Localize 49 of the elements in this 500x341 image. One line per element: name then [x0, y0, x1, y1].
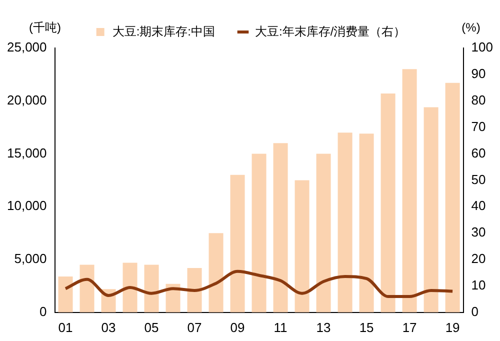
y2-tick-label: 70 [471, 118, 486, 134]
y-tick-label: 15,000 [6, 145, 47, 160]
legend-label: 大豆:年末库存/消费量（右） [255, 24, 406, 38]
bar [380, 93, 396, 312]
bar [402, 69, 417, 312]
bar [187, 268, 202, 312]
bar [338, 132, 352, 312]
bar [445, 82, 460, 312]
bar [230, 174, 245, 312]
y2-tick-label: 90 [471, 66, 486, 82]
y2-tick-label: 50 [471, 172, 486, 187]
y2-tick-label: 80 [471, 92, 486, 108]
x-tick-label: 13 [316, 320, 331, 335]
legend-label: 大豆:期末库存:中国 [112, 24, 216, 38]
y-tick-label: 10,000 [6, 198, 47, 214]
y2-tick-label: 40 [471, 198, 486, 214]
x-tick-label: 03 [101, 320, 116, 335]
x-tick-label: 09 [230, 320, 245, 335]
bar [80, 264, 94, 312]
bar [252, 154, 266, 312]
bar [359, 134, 374, 312]
line-series [64, 270, 454, 298]
x-tick-label: 01 [58, 320, 73, 335]
y2-tick-label: 30 [471, 224, 486, 240]
y2-axis-title: (%) [462, 20, 480, 34]
y2-tick-label: 60 [471, 145, 486, 160]
x-tick-label: 07 [187, 320, 202, 335]
x-tick-label: 17 [402, 320, 417, 335]
x-tick-label: 19 [445, 320, 460, 335]
bar [122, 262, 138, 312]
bar [273, 143, 288, 312]
y2-tick-label: 100 [471, 40, 494, 55]
bar [294, 180, 310, 312]
bar [208, 233, 224, 312]
y-tick-label: 25,000 [6, 40, 47, 55]
y2-tick-label: 20 [471, 251, 486, 266]
y-tick-label: 5,000 [14, 251, 47, 266]
bar [316, 154, 331, 312]
y2-tick-label: 0 [471, 304, 479, 319]
y-tick-label: 20,000 [6, 92, 47, 108]
y-axis-title: (千吨) [29, 20, 61, 34]
bar [144, 264, 159, 312]
y-tick-label: 0 [40, 304, 47, 319]
y2-tick-label: 10 [471, 278, 486, 293]
x-tick-label: 15 [359, 320, 374, 335]
x-tick-label: 05 [144, 320, 159, 335]
bar [58, 276, 73, 312]
x-tick-label: 11 [274, 320, 288, 335]
bar [424, 107, 438, 312]
